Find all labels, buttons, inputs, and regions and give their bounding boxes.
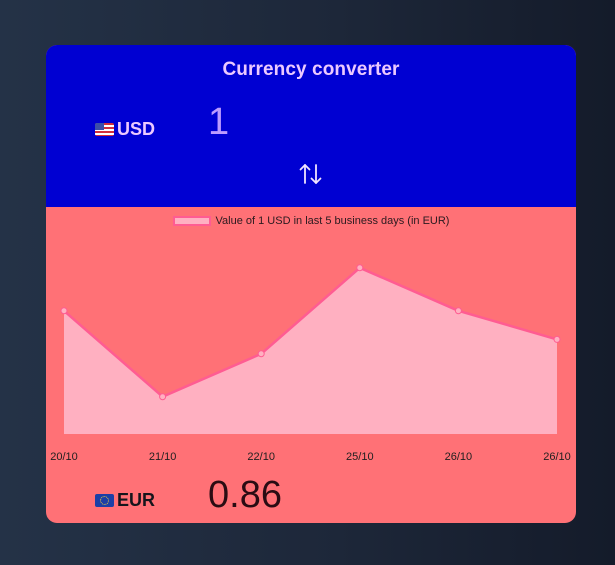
source-amount-input[interactable]: 1: [208, 101, 230, 143]
data-points: [60, 264, 561, 401]
x-tick-label: 21/10: [148, 451, 177, 463]
x-tick-label: 26/10: [543, 451, 571, 463]
chart-legend[interactable]: Value of 1 USD in last 5 business days (…: [46, 215, 576, 227]
data-point[interactable]: [60, 307, 68, 315]
x-tick-label: 22/10: [247, 451, 275, 463]
data-point[interactable]: [454, 307, 462, 315]
app-title: Currency converter: [222, 59, 400, 80]
area-fill: [64, 267, 557, 434]
target-currency-selector[interactable]: EUR: [95, 490, 155, 511]
x-tick-label: 26/10: [444, 451, 473, 463]
legend-swatch: [172, 216, 211, 226]
target-amount: 0.86: [208, 474, 282, 516]
source-currency-code: USD: [117, 119, 156, 139]
data-point[interactable]: [257, 350, 265, 358]
chart-plot: [60, 264, 561, 434]
eu-flag-icon: [95, 494, 114, 507]
data-point[interactable]: [356, 264, 364, 272]
series-line: [63, 266, 558, 398]
data-point[interactable]: [159, 393, 167, 401]
data-point[interactable]: [553, 335, 561, 343]
x-tick-label: 20/10: [50, 451, 78, 463]
us-flag-icon: [95, 123, 114, 136]
converter-card: Currency converter USD 1 Value of 1 USD …: [46, 45, 576, 523]
x-tick-label: 25/10: [346, 451, 374, 463]
target-currency-code: EUR: [117, 490, 156, 510]
swap-arrows-icon[interactable]: [297, 162, 325, 186]
source-currency-panel: Currency converter USD 1: [46, 45, 576, 207]
exchange-rate-chart: Value of 1 USD in last 5 business days (…: [46, 207, 576, 477]
source-currency-selector[interactable]: USD: [95, 119, 155, 140]
legend-label: Value of 1 USD in last 5 business days (…: [215, 215, 450, 227]
